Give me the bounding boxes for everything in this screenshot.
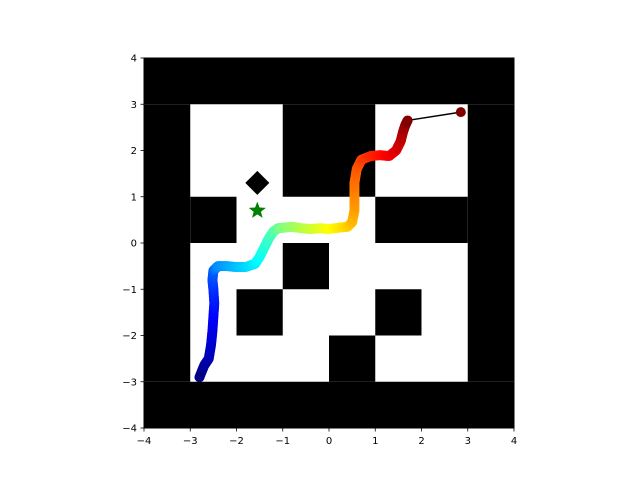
star-marker (248, 201, 266, 218)
final-segment-line (407, 111, 461, 122)
x-tick-label: −4 (137, 436, 152, 447)
y-tick-label: −2 (122, 331, 137, 342)
maze-wall-2 (144, 104, 191, 382)
maze-wall-4 (282, 104, 376, 197)
x-tick-label: 3 (465, 436, 471, 447)
x-tick-label: 1 (372, 436, 378, 447)
maze-wall-1 (144, 381, 514, 428)
maze-wall-3 (467, 104, 514, 382)
y-tick-label: −1 (122, 285, 137, 296)
x-tick-label: −3 (183, 436, 198, 447)
x-tick-label: 2 (418, 436, 424, 447)
trajectory (194, 107, 466, 383)
maze-wall-9 (375, 289, 422, 336)
x-tick-label: −2 (229, 436, 244, 447)
x-tick-label: −1 (275, 436, 290, 447)
trajectory-point (402, 115, 413, 126)
x-tick-label: 4 (511, 436, 517, 447)
goal-markers (245, 170, 270, 218)
maze-walls (144, 58, 514, 428)
y-tick-label: −3 (122, 377, 137, 388)
maze-wall-6 (375, 196, 468, 243)
y-axis-ticks: −4 −3 −2 −1 0 1 2 3 4 (122, 54, 144, 435)
y-tick-label: 4 (131, 54, 137, 65)
y-tick-label: 2 (131, 146, 137, 157)
maze-wall-8 (236, 289, 283, 336)
y-tick-label: 1 (131, 192, 137, 203)
x-axis-ticks: −4 −3 −2 −1 0 1 2 3 4 (137, 428, 517, 447)
maze-wall-7 (282, 243, 329, 290)
maze-wall-0 (144, 58, 514, 105)
maze-wall-10 (329, 335, 376, 382)
diamond-marker (245, 170, 270, 195)
x-tick-label: 0 (326, 436, 332, 447)
trajectory-end-point (455, 107, 466, 118)
y-tick-label: 0 (131, 239, 137, 250)
maze-wall-5 (190, 196, 237, 243)
y-tick-label: −4 (122, 424, 137, 435)
y-tick-label: 3 (131, 100, 137, 111)
trajectory-start-point (194, 372, 205, 383)
